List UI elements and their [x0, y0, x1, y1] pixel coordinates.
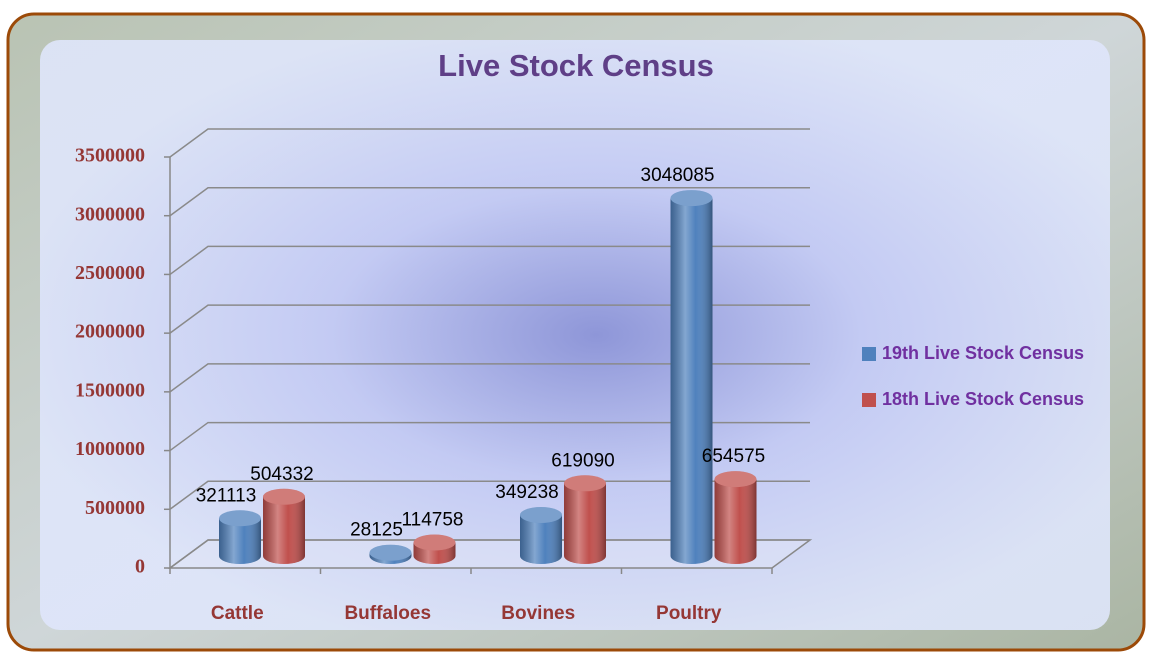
- y-tick-label: 2500000: [75, 262, 145, 284]
- bar: [369, 544, 412, 564]
- grid-line: [169, 539, 810, 569]
- value-label: 654575: [702, 446, 765, 467]
- x-tick-label: Poultry: [656, 603, 722, 624]
- value-label: 3048085: [641, 165, 715, 186]
- bar: [219, 510, 261, 564]
- bar: [263, 488, 305, 564]
- value-label: 321113: [196, 485, 257, 506]
- grid-line: [169, 421, 810, 452]
- value-label: 349238: [495, 482, 558, 503]
- y-tick-label: 0: [135, 556, 145, 578]
- bar: [714, 471, 757, 564]
- bar: [564, 475, 606, 564]
- x-tick-label: Buffaloes: [344, 603, 431, 624]
- value-label: 619090: [551, 450, 614, 471]
- grid-line: [169, 363, 810, 393]
- bar: [520, 506, 562, 564]
- legend-swatch: [862, 347, 876, 361]
- y-tick-label: 3500000: [75, 145, 145, 167]
- bar: [413, 534, 456, 564]
- grid-line: [169, 245, 810, 276]
- grid-line: [169, 128, 810, 158]
- value-label: 114758: [402, 510, 464, 531]
- value-label: 504332: [250, 464, 313, 485]
- legend-swatch: [862, 393, 876, 407]
- x-tick-label: Cattle: [211, 603, 264, 624]
- grid-line: [169, 480, 810, 510]
- y-tick-label: 3000000: [75, 203, 145, 225]
- bar: [670, 190, 713, 564]
- chart-title: Live Stock Census: [438, 48, 714, 83]
- grid-line: [169, 304, 810, 334]
- x-tick-label: Bovines: [501, 603, 575, 624]
- grid-line: [169, 186, 810, 217]
- y-tick-label: 1000000: [75, 438, 145, 460]
- y-tick-label: 2000000: [75, 321, 145, 343]
- y-tick-label: 1500000: [75, 379, 145, 401]
- legend-label: 18th Live Stock Census: [882, 389, 1084, 409]
- legend-label: 19th Live Stock Census: [882, 343, 1084, 363]
- value-label: 28125: [350, 520, 403, 541]
- y-tick-label: 500000: [85, 497, 145, 519]
